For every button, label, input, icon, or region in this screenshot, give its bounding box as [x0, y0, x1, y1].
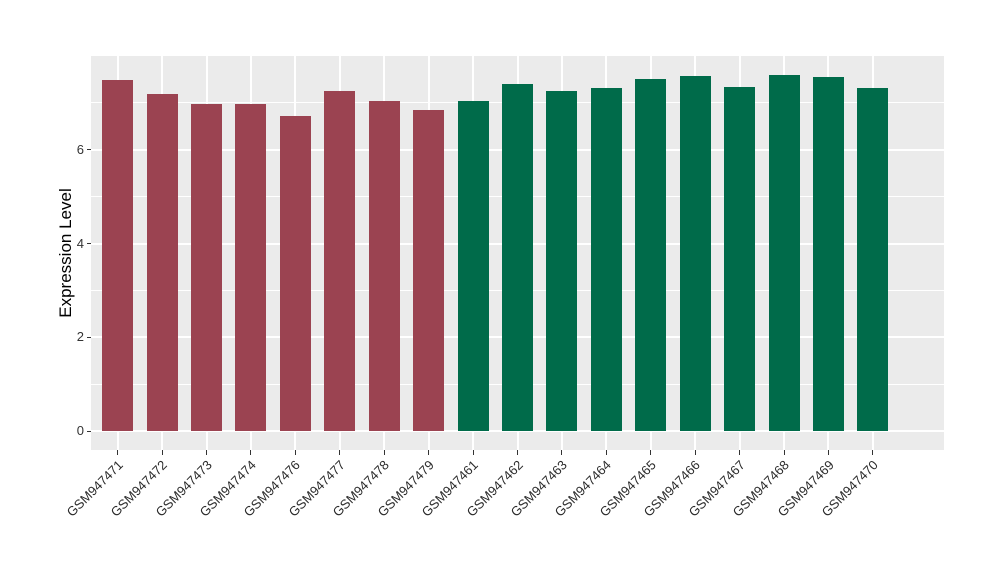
- x-tick-mark: [605, 450, 607, 455]
- bar: [635, 78, 667, 432]
- x-tick-mark: [561, 450, 563, 455]
- x-tick-mark: [161, 450, 163, 455]
- x-tick-mark: [517, 450, 518, 455]
- y-tick-mark: [87, 336, 91, 338]
- bar: [368, 100, 400, 432]
- y-tick-mark: [87, 149, 91, 151]
- x-tick-mark: [250, 450, 252, 455]
- bar: [324, 90, 356, 432]
- bar: [590, 87, 622, 432]
- bar: [501, 84, 534, 432]
- bar: [102, 79, 134, 432]
- plot-panel: [91, 56, 944, 450]
- x-tick-mark: [650, 450, 652, 455]
- x-tick-mark: [339, 450, 341, 455]
- x-tick-mark: [294, 450, 296, 455]
- bar: [546, 90, 578, 432]
- x-tick-mark: [428, 450, 430, 455]
- bar: [146, 94, 178, 432]
- x-tick-mark: [739, 450, 741, 455]
- x-tick-mark: [872, 450, 874, 455]
- bar: [724, 87, 756, 432]
- y-tick-label: 0: [76, 423, 84, 439]
- x-tick-mark: [472, 450, 474, 455]
- bar: [679, 76, 711, 432]
- x-tick-mark: [783, 450, 785, 455]
- x-tick-mark: [694, 450, 696, 455]
- bar: [857, 88, 889, 432]
- bar: [413, 109, 445, 432]
- bar: [235, 103, 267, 432]
- bar: [812, 76, 845, 432]
- bar: [457, 101, 489, 432]
- x-tick-mark: [827, 450, 829, 455]
- y-tick-mark: [87, 243, 91, 245]
- x-tick-mark: [117, 450, 119, 455]
- bar: [279, 115, 311, 432]
- y-tick-label: 4: [76, 235, 84, 251]
- y-axis-title: Expression Level: [56, 188, 75, 318]
- x-tick-mark: [206, 450, 207, 455]
- y-tick-mark: [87, 430, 91, 432]
- y-tick-label: 6: [76, 141, 84, 157]
- bar: [190, 104, 223, 432]
- bar: [768, 74, 800, 432]
- x-tick-mark: [383, 450, 385, 455]
- y-tick-label: 2: [76, 329, 84, 345]
